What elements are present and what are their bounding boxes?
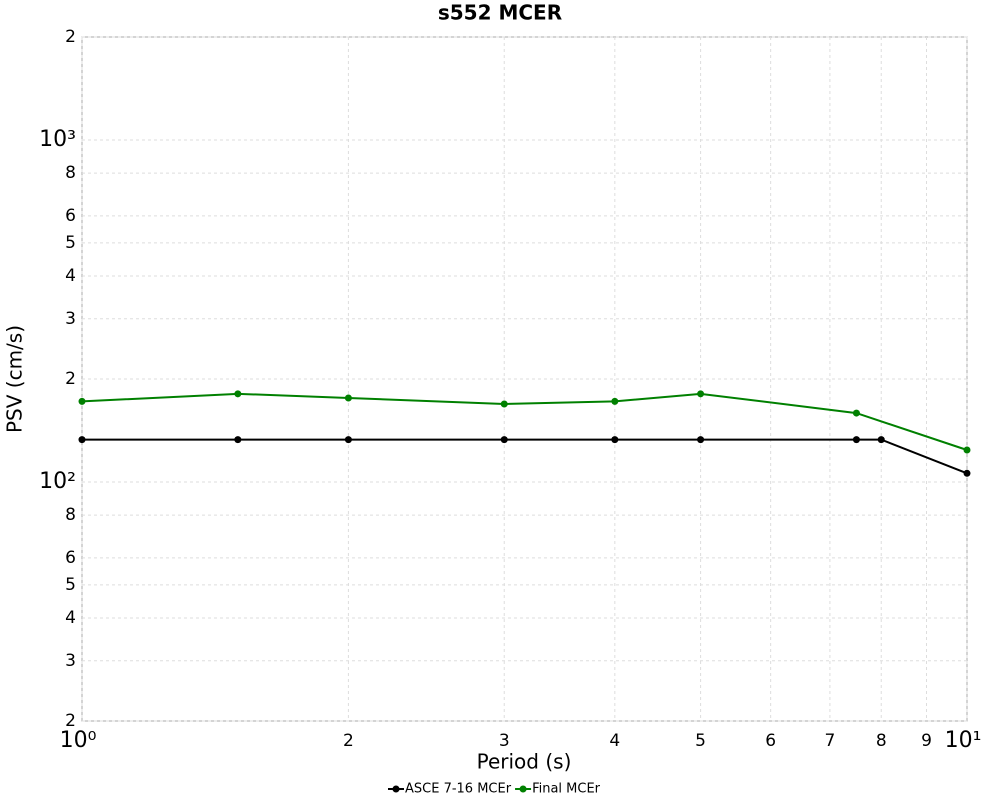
y-tick-label: 2 [65,27,76,47]
x-tick-label: 10¹ [945,728,982,753]
data-point [234,436,242,444]
x-axis-label: Period (s) [477,750,572,774]
y-tick-label: 6 [65,548,76,568]
y-axis-label: PSV (cm/s) [3,325,27,433]
data-point [500,436,508,444]
y-tick-label: 8 [65,505,76,525]
x-tick-label: 4 [609,731,620,751]
data-point [78,436,86,444]
x-tick-label: 2 [343,731,354,751]
y-tick-label: 2 [65,711,76,731]
series-line [82,438,968,475]
data-point [611,397,619,405]
data-point [78,397,86,405]
y-tick-label: 3 [65,651,76,671]
legend-label: ASCE 7-16 MCEr [405,782,512,797]
x-tick-label: 9 [921,731,932,751]
y-tick-label: 10³ [39,127,76,152]
data-point [500,400,508,408]
data-point [963,446,971,454]
x-tick-label: 6 [765,731,776,751]
data-point [697,436,705,444]
data-point [234,390,242,398]
y-tick-label: 8 [65,163,76,183]
y-tick-label: 5 [65,233,76,253]
y-tick-label: 3 [65,309,76,329]
x-tick-label: 7 [824,731,835,751]
y-tick-label: 6 [65,206,76,226]
series-line [81,392,968,451]
legend-marker [392,785,400,793]
y-tick-label: 5 [65,575,76,595]
x-tick-label: 3 [499,731,510,751]
data-point [877,436,885,444]
chart-title: s552 MCER [438,1,562,25]
legend-marker [519,785,527,793]
y-tick-label: 4 [65,608,76,628]
legend-label: Final MCEr [532,782,601,797]
legend: ASCE 7-16 MCEr Final MCEr [388,782,601,797]
y-tick-label: 10² [39,469,76,494]
data-point [852,436,860,444]
data-point [611,436,619,444]
x-tick-label: 10⁰ [60,728,97,753]
data-point [697,390,705,398]
data-point [963,469,971,477]
data-point [344,436,352,444]
data-point [852,409,860,417]
x-tick-label: 5 [695,731,706,751]
y-tick-label: 2 [65,369,76,389]
x-tick-label: 8 [876,731,887,751]
data-point [344,394,352,402]
y-tick-label: 4 [65,266,76,286]
